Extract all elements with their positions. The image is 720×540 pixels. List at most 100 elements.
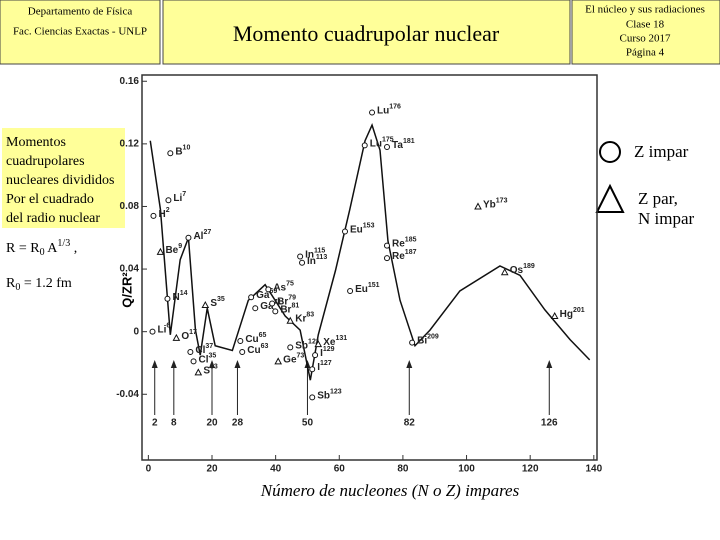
- formula-part: ,: [70, 241, 77, 256]
- mass-number: 153: [363, 222, 375, 229]
- mass-number: 173: [496, 197, 508, 204]
- mass-number: 17: [189, 329, 197, 336]
- element: Cu: [247, 345, 260, 356]
- header-title-box: [162, 0, 571, 65]
- y-tick-label: 0.16: [120, 76, 140, 87]
- point-label: As75: [273, 280, 294, 293]
- y-tick-label: 0.04: [120, 264, 140, 275]
- y-tick-label: 0.12: [120, 139, 140, 150]
- point-label: B10: [175, 144, 190, 157]
- formula: R0 = 1.2 fm: [6, 276, 72, 293]
- point-label: Hg201: [560, 307, 585, 320]
- side-text: del radio nuclear: [6, 211, 100, 226]
- point-circle: [342, 228, 348, 235]
- point-circle: [299, 259, 306, 266]
- mass-number: 151: [368, 282, 380, 289]
- point-circle: [384, 143, 390, 150]
- mass-number: 176: [389, 103, 401, 110]
- point-circle: [150, 212, 157, 219]
- point-label: Br81: [280, 302, 299, 315]
- x-tick-label: 0: [146, 464, 152, 475]
- side-text: Momentos: [6, 135, 66, 150]
- element: Re: [392, 238, 405, 249]
- formula-part: R = R: [6, 241, 40, 256]
- point-label: Al27: [193, 229, 211, 242]
- point-label: Bi209: [417, 333, 439, 346]
- formula-sub: 0: [15, 282, 20, 293]
- mass-number: 127: [320, 360, 332, 367]
- point-triangle: [500, 268, 509, 276]
- point-label: Li6: [158, 323, 171, 336]
- mass-number: 7: [182, 191, 186, 198]
- point-triangle: [274, 357, 283, 365]
- point-label: Eu153: [350, 222, 375, 235]
- point-circle: [384, 242, 390, 249]
- legend-label: N impar: [638, 209, 695, 228]
- point-triangle: [201, 301, 210, 309]
- element: Ta: [392, 140, 403, 151]
- point-label: S35: [210, 296, 225, 309]
- point-circle: [347, 287, 354, 294]
- y-tick-label: -0.04: [116, 389, 139, 400]
- legend-circle: [599, 141, 621, 163]
- mass-number: 209: [427, 333, 439, 340]
- mass-number: 121: [308, 338, 320, 345]
- formula-sup: 1/3: [57, 238, 70, 249]
- element: Kr: [295, 313, 306, 324]
- element: Li: [158, 324, 167, 335]
- element: Li: [173, 193, 182, 204]
- point-triangle: [172, 333, 181, 341]
- point-triangle: [474, 202, 482, 210]
- point-label: S33: [203, 363, 218, 376]
- element: Bi: [417, 335, 427, 346]
- arrow-head: [234, 360, 241, 368]
- point-triangle: [314, 340, 323, 348]
- mass-number: 65: [259, 332, 267, 339]
- x-tick-label: 80: [397, 464, 409, 475]
- point-label: In115: [305, 247, 325, 260]
- point-circle: [272, 308, 279, 315]
- element: S: [203, 365, 210, 376]
- mass-number: 33: [210, 363, 218, 370]
- element: O: [181, 331, 189, 342]
- mass-number: 175: [382, 136, 394, 143]
- mass-number: 189: [523, 263, 535, 270]
- element: Al: [193, 230, 203, 241]
- mass-number: 201: [573, 307, 585, 314]
- mass-number: 83: [306, 312, 314, 319]
- point-circle: [248, 294, 255, 301]
- point-circle: [361, 142, 368, 149]
- point-label: Be9: [165, 243, 182, 256]
- element: Sb: [317, 390, 330, 401]
- point-circle: [167, 150, 174, 157]
- element: In: [305, 249, 314, 260]
- point-circle: [265, 286, 272, 293]
- point-circle: [384, 255, 390, 262]
- point-circle: [252, 305, 259, 312]
- mass-number: 115: [314, 247, 325, 254]
- point-label: Ga71: [260, 299, 281, 312]
- x-tick-label: 40: [270, 464, 282, 475]
- legend-label: Z impar: [634, 142, 689, 161]
- mass-number: 63: [261, 343, 269, 350]
- point-circle: [165, 197, 172, 204]
- y-tick-label: 0.08: [120, 201, 140, 212]
- element: Lu: [377, 105, 389, 116]
- mass-number: 69: [269, 288, 277, 295]
- point-circle: [309, 366, 316, 373]
- element: Ga: [260, 301, 274, 312]
- mass-number: 35: [217, 296, 225, 303]
- magic-label: 2: [152, 418, 158, 429]
- side-text: Por el cuadrado: [6, 192, 94, 207]
- point-label: Sb123: [317, 388, 342, 401]
- point-label: O17: [181, 329, 197, 342]
- formula-sub: 0: [40, 247, 45, 258]
- point-triangle: [286, 316, 295, 324]
- element: Yb: [483, 199, 496, 210]
- point-label: Sb121: [295, 338, 320, 351]
- mass-number: 113: [316, 254, 327, 261]
- mass-number: 71: [274, 299, 282, 306]
- point-label: Cu63: [247, 343, 268, 356]
- magic-label: 50: [302, 418, 314, 429]
